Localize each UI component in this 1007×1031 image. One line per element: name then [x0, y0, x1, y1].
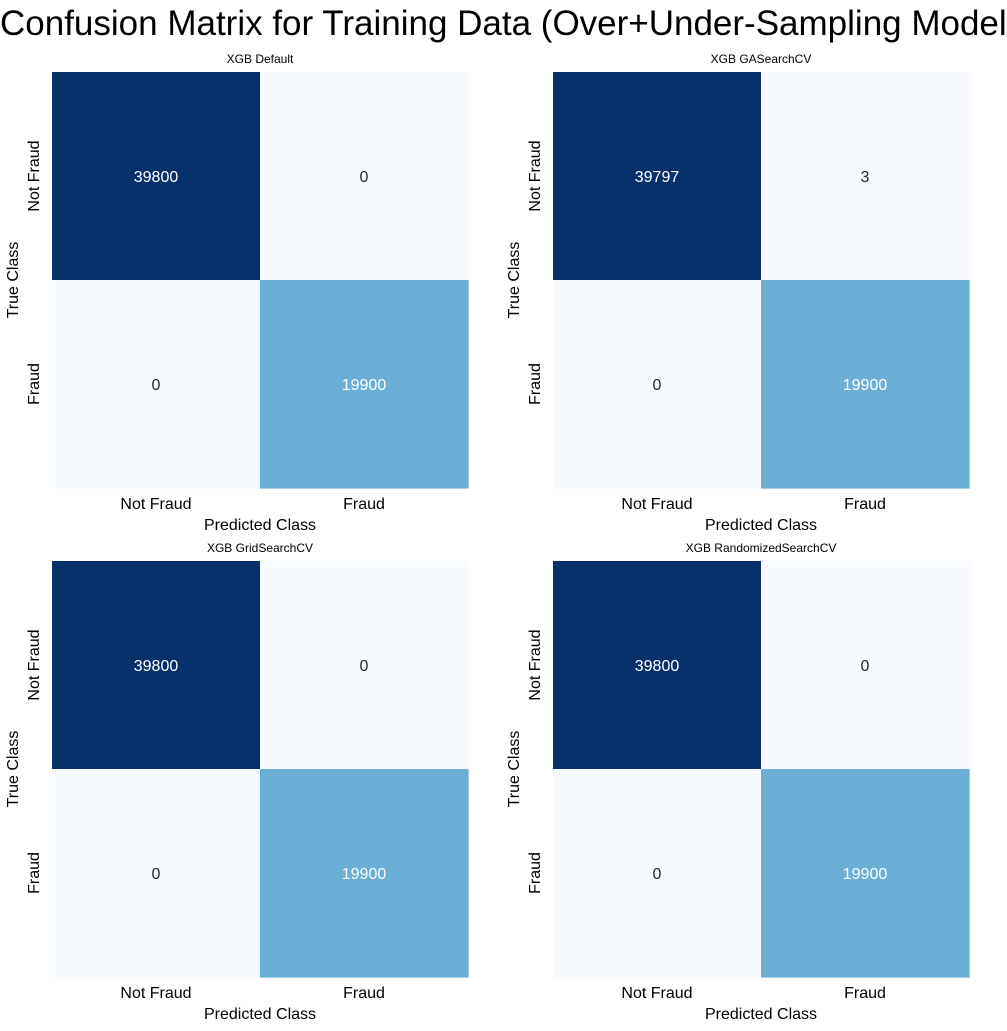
subplot-title: XGB Default — [227, 52, 294, 66]
y-axis-label: True Class — [506, 731, 523, 808]
y-axis-label: True Class — [5, 242, 22, 319]
cell-value-label: 0 — [360, 169, 369, 186]
subplot-title: XGB GridSearchCV — [207, 541, 313, 555]
x-tick-label: Not Fraud — [621, 496, 692, 513]
cell-value-label: 39800 — [134, 658, 179, 675]
x-axis-label: Predicted Class — [204, 517, 316, 534]
y-tick-label: Not Fraud — [527, 629, 544, 700]
x-tick-label: Fraud — [343, 496, 385, 513]
cell-value-label: 3 — [861, 169, 870, 186]
heatmap-cell — [761, 72, 970, 281]
x-tick-label: Not Fraud — [621, 985, 692, 1002]
y-tick-label: Fraud — [26, 363, 43, 405]
cell-value-label: 19900 — [342, 866, 387, 883]
x-tick-label: Fraud — [343, 985, 385, 1002]
heatmap-cell — [761, 561, 970, 770]
x-axis-label: Predicted Class — [705, 1006, 817, 1023]
subplot-title: XGB RandomizedSearchCV — [686, 541, 837, 555]
cell-value-label: 39800 — [635, 658, 680, 675]
y-tick-label: Not Fraud — [26, 140, 43, 211]
cell-value-label: 19900 — [843, 377, 888, 394]
y-tick-label: Not Fraud — [26, 629, 43, 700]
cell-value-label: 39797 — [635, 169, 680, 186]
x-axis-label: Predicted Class — [204, 1006, 316, 1023]
cell-value-label: 39800 — [134, 169, 179, 186]
heatmap-cell — [553, 280, 762, 489]
y-axis-label: True Class — [506, 242, 523, 319]
heatmap-cell — [52, 280, 261, 489]
cell-value-label: 0 — [360, 658, 369, 675]
x-axis-label: Predicted Class — [705, 517, 817, 534]
y-axis-label: True Class — [5, 731, 22, 808]
heatmap-cell — [761, 769, 970, 978]
figure-title: Confusion Matrix for Training Data (Over… — [0, 4, 1007, 43]
cell-value-label: 19900 — [342, 377, 387, 394]
y-tick-label: Fraud — [527, 852, 544, 894]
heatmap-cell — [553, 769, 762, 978]
cell-value-label: 0 — [861, 658, 870, 675]
subplot-title: XGB GASearchCV — [711, 52, 812, 66]
heatmap-cell — [553, 72, 762, 281]
x-tick-label: Not Fraud — [120, 985, 191, 1002]
heatmap-cell — [52, 769, 261, 978]
x-tick-label: Fraud — [844, 985, 886, 1002]
x-tick-label: Not Fraud — [120, 496, 191, 513]
heatmap-cell — [52, 72, 261, 281]
heatmap-cell — [260, 769, 469, 978]
heatmap-cell — [260, 72, 469, 281]
x-tick-label: Fraud — [844, 496, 886, 513]
heatmap-cell — [260, 280, 469, 489]
heatmap-cell — [761, 280, 970, 489]
cell-value-label: 0 — [653, 377, 662, 394]
cell-value-label: 0 — [152, 866, 161, 883]
y-tick-label: Fraud — [527, 363, 544, 405]
heatmap-cell — [52, 561, 261, 770]
heatmap-cell — [553, 561, 762, 770]
y-tick-label: Not Fraud — [527, 140, 544, 211]
y-tick-label: Fraud — [26, 852, 43, 894]
cell-value-label: 19900 — [843, 866, 888, 883]
cell-value-label: 0 — [653, 866, 662, 883]
heatmap-cell — [260, 561, 469, 770]
cell-value-label: 0 — [152, 377, 161, 394]
